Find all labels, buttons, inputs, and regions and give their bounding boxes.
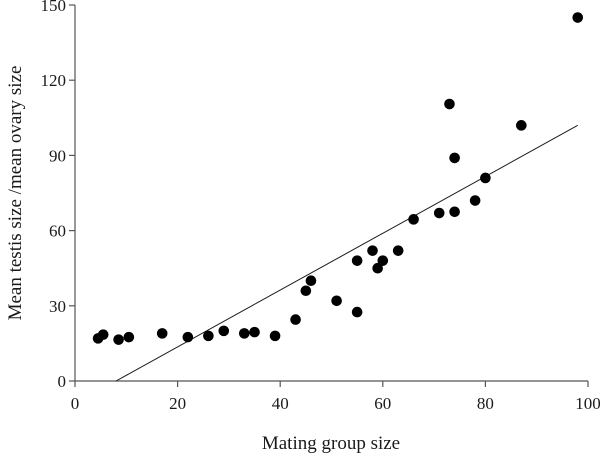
data-point	[351, 306, 363, 318]
data-point	[351, 255, 363, 266]
data-point	[392, 245, 404, 256]
data-point	[300, 285, 312, 297]
data-point	[572, 12, 584, 23]
x-tick-label: 20	[169, 394, 186, 413]
data-point	[249, 326, 260, 338]
data-point	[290, 314, 301, 325]
data-point	[331, 295, 342, 307]
y-tick-label: 30	[49, 297, 66, 316]
y-tick-label: 120	[41, 71, 67, 90]
data-point	[238, 328, 250, 339]
x-ticks: 0 20 40 60 80 100	[71, 381, 600, 413]
y-tick-label: 60	[49, 222, 66, 241]
data-point	[377, 255, 389, 266]
data-point	[372, 262, 383, 274]
data-point	[469, 195, 481, 206]
x-tick-label: 80	[477, 394, 494, 413]
data-point	[113, 334, 124, 345]
data-point	[305, 275, 317, 287]
x-tick-label: 40	[272, 394, 289, 413]
data-point	[449, 206, 460, 218]
x-tick-label: 0	[71, 394, 80, 413]
data-point	[97, 329, 109, 340]
data-point	[182, 331, 194, 343]
y-tick-label: 150	[41, 0, 67, 15]
data-point	[203, 330, 214, 342]
x-tick-label: 60	[374, 394, 391, 413]
y-axis-title: Mean testis size /mean ovary size	[5, 66, 26, 321]
axes	[74, 5, 588, 382]
data-point	[269, 330, 281, 342]
data-point	[367, 245, 378, 256]
data-point	[408, 214, 419, 225]
data-point	[433, 207, 445, 219]
data-point	[156, 328, 168, 339]
trend-line	[115, 124, 578, 382]
data-points	[92, 12, 584, 345]
x-tick-label: 100	[575, 394, 600, 413]
y-tick-label: 0	[58, 372, 67, 391]
y-ticks: 0 30 60 90 120 150	[41, 0, 75, 391]
data-point	[444, 98, 455, 110]
data-point	[449, 152, 460, 164]
data-point	[123, 331, 135, 343]
x-axis-title: Mating group size	[262, 433, 400, 454]
data-point	[516, 120, 527, 131]
data-point	[218, 325, 230, 337]
y-tick-label: 90	[49, 146, 66, 165]
data-point	[480, 172, 491, 184]
